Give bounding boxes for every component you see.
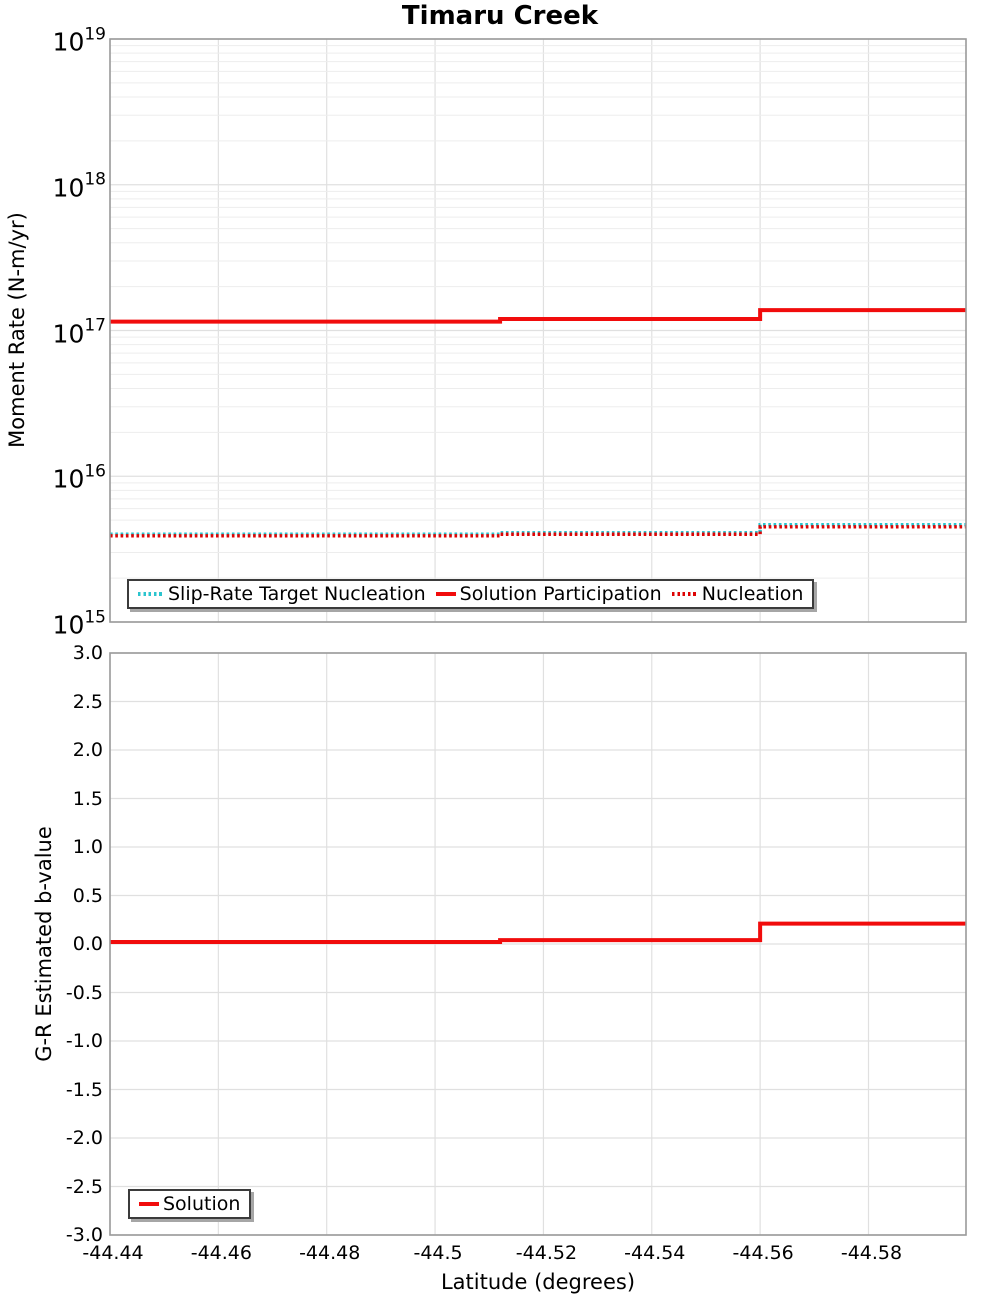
moment-rate-y-tick-label: 1018	[52, 169, 106, 203]
dotted-line-icon	[138, 592, 164, 596]
b-value-y-tick-label: -1.0	[65, 1030, 103, 1052]
legend-label: Slip-Rate Target Nucleation	[168, 583, 426, 605]
legend-item: Solution	[139, 1193, 240, 1215]
b-value-y-tick-label: 2.0	[72, 739, 103, 761]
b-value-y-tick-label: -0.5	[65, 981, 103, 1004]
legend-item: Slip-Rate Target Nucleation	[138, 583, 426, 605]
plot-border	[109, 652, 967, 1236]
b-value-y-tick-label: 3.0	[72, 642, 103, 664]
x-tick-label: -44.54	[624, 1242, 686, 1264]
series-solution	[110, 921, 966, 945]
x-tick-label: -44.46	[190, 1242, 252, 1264]
x-tick-label: -44.56	[732, 1242, 794, 1264]
moment-rate-legend: Slip-Rate Target Nucleation Solution Part…	[127, 579, 815, 609]
b-value-y-tick-label: 2.5	[72, 690, 103, 713]
x-tick-label: -44.44	[82, 1242, 144, 1264]
b-value-y-tick-label: -1.5	[65, 1078, 103, 1101]
moment-rate-y-tick-label: 1015	[52, 607, 106, 640]
moment-rate-y-tick-label: 1019	[52, 24, 106, 57]
legend-item: Solution Participation	[435, 583, 662, 605]
x-tick-label: -44.5	[413, 1242, 463, 1264]
series-nucleation	[110, 525, 966, 538]
b-value-y-tick-label: 1.0	[72, 836, 103, 858]
legend-item: Nucleation	[671, 583, 804, 605]
legend-label: Solution	[163, 1193, 241, 1215]
solid-line-icon	[139, 1202, 159, 1206]
legend-label: Solution Participation	[459, 583, 662, 605]
b-value-legend: Solution	[128, 1189, 252, 1219]
solid-line-icon	[435, 592, 456, 596]
b-value-y-tick-label: 1.5	[72, 787, 103, 810]
b-value-y-tick-label: 0.0	[72, 933, 103, 955]
b-value-y-tick-label: 0.5	[72, 884, 103, 907]
dotted-line-icon	[671, 592, 698, 596]
chart-title: Timaru Creek	[401, 1, 599, 31]
x-tick-label: -44.58	[840, 1242, 903, 1264]
moment-rate-y-tick-label: 1017	[52, 315, 106, 348]
x-tick-label: -44.52	[515, 1242, 578, 1264]
plot-border	[109, 38, 967, 623]
legend-label: Nucleation	[701, 583, 804, 605]
series-solution-participation	[110, 308, 966, 324]
b-value-y-tick-label: -2.0	[65, 1127, 103, 1149]
x-tick-label: -44.48	[299, 1242, 361, 1264]
moment-rate-y-tick-label: 1016	[52, 461, 106, 494]
x-axis-label: Latitude (degrees)	[440, 1270, 636, 1294]
b-value-y-tick-label: -2.5	[65, 1175, 103, 1198]
b-value-y-tick-label: -3.0	[65, 1224, 103, 1246]
